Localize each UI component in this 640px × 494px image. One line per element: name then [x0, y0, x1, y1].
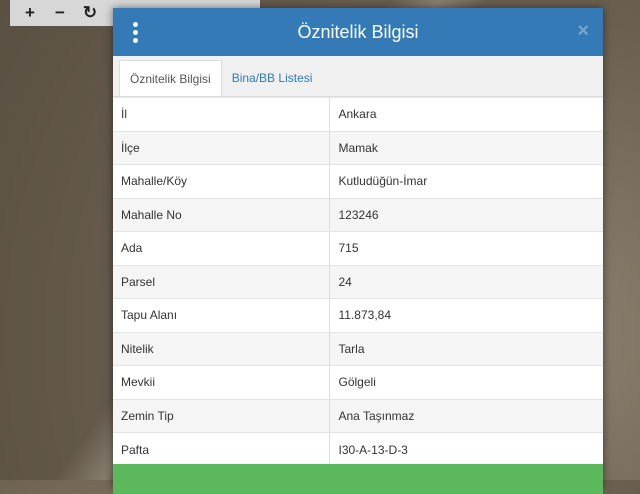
tab-bar: Öznitelik Bilgisi Bina/BB Listesi [113, 56, 603, 97]
table-row: Mahalle No 123246 [113, 197, 603, 232]
attribute-dialog: Öznitelik Bilgisi × Öznitelik Bilgisi Bi… [113, 8, 603, 494]
row-label: Mahalle No [113, 197, 330, 232]
row-label: Zemin Tip [113, 398, 330, 433]
table-row: Ada 715 [113, 231, 603, 265]
row-value: 123246 [329, 197, 603, 232]
row-label: Pafta [113, 432, 330, 466]
table-row: Parsel 24 [113, 264, 603, 299]
row-label: Tapu Alanı [113, 298, 330, 332]
row-label: Parsel [113, 264, 330, 299]
tab-attribute-info[interactable]: Öznitelik Bilgisi [119, 60, 222, 96]
close-icon[interactable]: × [577, 20, 589, 42]
zoom-in-icon[interactable]: + [25, 3, 35, 22]
row-value: Ankara [329, 97, 603, 131]
row-label: İlçe [113, 130, 330, 165]
tab-building-list[interactable]: Bina/BB Listesi [231, 71, 313, 85]
row-label: Mevkii [113, 365, 330, 399]
row-value: Mamak [329, 130, 603, 165]
table-row: Pafta I30-A-13-D-3 [113, 432, 603, 466]
table-row: Zemin Tip Ana Taşınmaz [113, 398, 603, 433]
row-value: 715 [329, 231, 603, 265]
row-value: Tarla [329, 331, 603, 366]
table-row: Mahalle/Köy Kutludüğün-İmar [113, 164, 603, 198]
table-row: İlçe Mamak [113, 130, 603, 165]
row-value: I30-A-13-D-3 [329, 432, 603, 466]
row-value: Gölgeli [329, 365, 603, 399]
menu-icon[interactable] [133, 22, 141, 43]
row-value: Kutludüğün-İmar [329, 164, 603, 198]
dialog-title: Öznitelik Bilgisi [297, 21, 419, 42]
refresh-icon[interactable]: ↻ [82, 3, 98, 22]
action-bar[interactable] [113, 464, 603, 494]
row-value: 24 [329, 264, 603, 299]
table-row: Tapu Alanı 11.873,84 [113, 298, 603, 332]
row-label: Mahalle/Köy [113, 164, 330, 198]
table-row: Mevkii Gölgeli [113, 365, 603, 399]
row-value: Ana Taşınmaz [329, 398, 603, 433]
dialog-header: Öznitelik Bilgisi × [113, 8, 603, 56]
row-label: Nitelik [113, 331, 330, 366]
row-label: Ada [113, 231, 330, 265]
zoom-out-icon[interactable]: − [55, 3, 65, 22]
attribute-table: İl Ankara İlçe Mamak Mahalle/Köy Kutludüğün-İ… [113, 97, 603, 466]
row-label: İl [113, 97, 330, 131]
table-row: İl Ankara [113, 97, 603, 131]
row-value: 11.873,84 [329, 298, 603, 332]
table-row: Nitelik Tarla [113, 331, 603, 366]
